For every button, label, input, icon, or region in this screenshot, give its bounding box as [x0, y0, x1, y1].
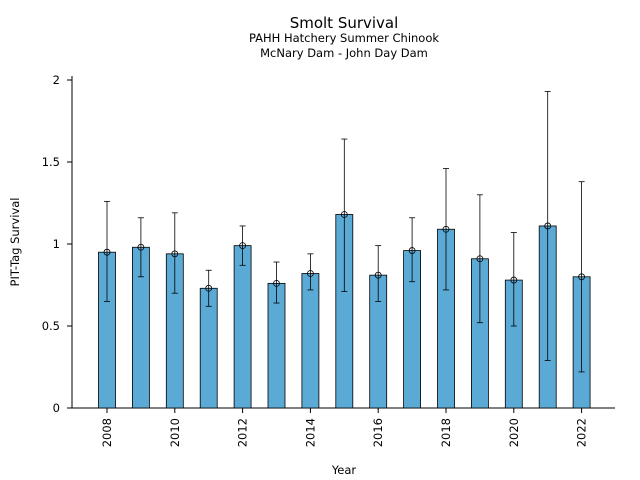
point-2014 [306, 270, 314, 277]
x-tick-label: 2014 [303, 418, 317, 447]
point-2015 [340, 211, 348, 218]
point-2017 [408, 247, 416, 254]
x-tick-label: 2012 [236, 418, 250, 447]
error-bars-group [104, 91, 585, 373]
error-bar-2021 [544, 91, 551, 361]
y-tick-label: 0.5 [42, 319, 60, 333]
error-bar-2010 [171, 212, 178, 294]
point-2010 [171, 250, 179, 258]
error-bar-2016 [375, 245, 382, 302]
x-axis-label: Year [331, 463, 357, 477]
y-axis-ticks: 0 0.5 1 1.5 2 [42, 73, 72, 415]
error-bar-2015 [341, 138, 348, 292]
y-tick-label: 2 [53, 73, 60, 87]
error-bar-2013 [273, 261, 280, 304]
point-2008 [103, 248, 111, 256]
y-tick-label: 1.5 [42, 155, 60, 169]
points-group [103, 211, 585, 292]
point-2019 [476, 255, 484, 263]
error-bar-2011 [205, 269, 212, 307]
bar-2014 [301, 273, 320, 409]
bar-2012 [233, 245, 252, 409]
error-bar-2012 [239, 225, 246, 266]
chart-title: Smolt Survival [290, 14, 399, 32]
x-tick-label: 2008 [100, 418, 114, 447]
y-axis-label: PIT-Tag Survival [8, 198, 22, 287]
x-tick-label: 2018 [439, 418, 453, 447]
x-tick-label: 2016 [371, 418, 385, 447]
x-tick-label: 2010 [168, 418, 182, 447]
x-axis-ticks: 2008 2010 2012 2014 2016 2018 2020 2022 [100, 408, 589, 447]
point-2016 [374, 271, 382, 279]
y-tick-label: 1 [53, 237, 60, 251]
point-2011 [205, 284, 213, 292]
error-bar-2008 [104, 200, 110, 302]
point-2013 [273, 279, 280, 287]
point-2009 [137, 243, 145, 251]
point-2021 [544, 222, 552, 230]
error-bar-2009 [137, 217, 144, 278]
point-2022 [578, 273, 585, 281]
error-bar-2018 [443, 168, 449, 291]
error-bar-2014 [307, 253, 314, 291]
error-bar-2020 [510, 232, 517, 327]
point-2012 [239, 242, 247, 250]
x-tick-label: 2022 [575, 418, 589, 447]
error-bar-2022 [578, 181, 585, 373]
point-2020 [510, 276, 518, 284]
error-bar-2017 [409, 217, 416, 283]
chart-subtitle-line-2: McNary Dam - John Day Dam [260, 46, 428, 60]
point-2018 [442, 225, 450, 233]
chart-subtitle-line-1: PAHH Hatchery Summer Chinook [249, 31, 439, 45]
bars-group [98, 214, 591, 409]
y-tick-label: 0 [53, 401, 60, 415]
x-tick-label: 2020 [507, 418, 521, 447]
error-bar-2019 [476, 194, 483, 324]
